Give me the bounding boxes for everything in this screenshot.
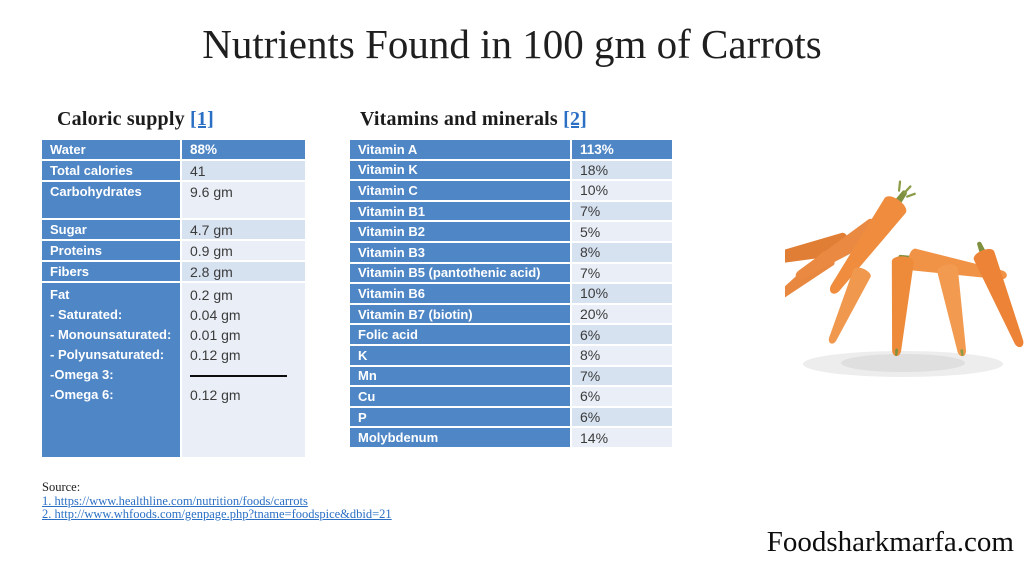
row-label: Vitamin B7 (biotin) [350,304,570,324]
table-row: Molybdenum 14% [350,428,672,447]
row-label: Folic acid [350,325,570,344]
table-row: K 8% [350,345,672,365]
table-row: Fibers 2.8 gm [42,262,305,281]
omega3-divider-line [190,375,287,377]
carrots-photo [755,165,1024,405]
row-label: Sugar [42,220,180,239]
row-value: 4.7 gm [182,220,305,239]
row-label: Mn [350,366,570,386]
table-row: Vitamin B2 5% [350,222,672,241]
row-value: 9.6 gm [182,182,305,218]
row-value: 6% [572,325,672,344]
row-value: 7% [572,366,672,386]
row-label: Total calories [42,161,180,180]
table-row: Vitamin B7 (biotin) 20% [350,304,672,324]
table-row: Mn 7% [350,366,672,386]
fat-value-line: 0.2 gm [190,287,233,303]
table-row: Total calories 41 [42,161,305,180]
fat-value-line: 0.12 gm [190,347,241,363]
table-row: Vitamin B3 8% [350,242,672,262]
row-label: Vitamin A [350,140,570,159]
table-row: Vitamin C 10% [350,181,672,200]
vitamins-minerals-heading-text: Vitamins and minerals [360,108,558,130]
vitamins-minerals-heading: Vitamins and minerals [2] [360,108,672,131]
vitamins-minerals-section: Vitamins and minerals [2] Vitamin A 113% V… [350,108,672,447]
row-label: Water [42,140,180,159]
caloric-supply-section: Caloric supply [1] Water 88% Total calorie… [42,108,305,457]
fat-label-line: - Polyunsaturated: [50,347,165,362]
vitamins-source-link-2[interactable]: [2] [563,108,588,130]
source-block: Source: 1. https://www.healthline.com/nu… [42,480,392,522]
table-row: Carbohydrates 9.6 gm [42,182,305,218]
fat-label-line: -Omega 6: [50,387,114,402]
row-value: 8% [572,345,672,365]
row-value: 2.8 gm [182,262,305,281]
fat-values: 0.2 gm 0.04 gm 0.01 gm 0.12 gm 0.12 gm [182,283,305,457]
row-value: 6% [572,407,672,427]
table-row: Vitamin B5 (pantothenic acid) 7% [350,263,672,283]
brand-watermark: Foodsharkmarfa.com [766,526,1014,558]
table-row: Proteins 0.9 gm [42,241,305,260]
row-label: Vitamin B3 [350,242,570,262]
fat-label-line: -Omega 3: [50,367,114,382]
fat-labels: Fat - Saturated: - Monounsaturated: - Polyu… [42,283,180,457]
table-row: Folic acid 6% [350,325,672,344]
caloric-supply-heading-text: Caloric supply [57,108,185,130]
row-label: Carbohydrates [42,182,180,218]
row-label: Fibers [42,262,180,281]
source-link-healthline[interactable]: 1. https://www.healthline.com/nutrition/… [42,493,308,508]
fat-label-line: - Monounsaturated: [50,327,172,342]
table-row: Sugar 4.7 gm [42,220,305,239]
row-label: Vitamin B6 [350,284,570,303]
vitamins-minerals-table: Vitamin A 113% Vitamin K 18% Vitamin C 10% Vit… [350,140,672,447]
table-row: Vitamin A 113% [350,140,672,159]
row-label: Proteins [42,241,180,260]
row-value: 10% [572,181,672,200]
table-row: Water 88% [42,140,305,159]
row-label: Cu [350,387,570,406]
row-value: 0.9 gm [182,241,305,260]
row-label: Vitamin B5 (pantothenic acid) [350,263,570,283]
row-value: 7% [572,201,672,221]
table-row: Cu 6% [350,387,672,406]
row-label: Vitamin B1 [350,201,570,221]
row-value: 14% [572,428,672,447]
row-label: K [350,345,570,365]
row-value: 7% [572,263,672,283]
row-value: 88% [182,140,305,159]
caloric-source-link-1[interactable]: [1] [190,108,214,130]
row-value: 113% [572,140,672,159]
row-label: Vitamin B2 [350,222,570,241]
table-row: Vitamin K 18% [350,160,672,180]
row-value: 41 [182,161,305,180]
page-title: Nutrients Found in 100 gm of Carrots [202,21,822,67]
row-value: 6% [572,387,672,406]
fat-label-line: Fat [50,287,70,302]
caloric-supply-table: Water 88% Total calories 41 Carbohydrates 9.6… [42,140,305,457]
row-value: 18% [572,160,672,180]
carrots-illustration [755,180,1024,377]
fat-value-line: 0.01 gm [190,327,241,343]
fat-value-line: 0.04 gm [190,307,241,323]
caloric-supply-heading: Caloric supply [1] [57,108,305,131]
source-link-whfoods[interactable]: 2. http://www.whfoods.com/genpage.php?tn… [42,507,392,521]
table-row: Vitamin B6 10% [350,284,672,303]
row-label: P [350,407,570,427]
row-label: Molybdenum [350,428,570,447]
fat-value-line: 0.12 gm [190,387,241,403]
table-row-fat: Fat - Saturated: - Monounsaturated: - Polyu… [42,283,305,457]
row-value: 20% [572,304,672,324]
fat-label-line: - Saturated: [50,307,123,322]
table-row: Vitamin B1 7% [350,201,672,221]
row-label: Vitamin C [350,181,570,200]
row-value: 10% [572,284,672,303]
table-row: P 6% [350,407,672,427]
row-value: 5% [572,222,672,241]
source-label: Source: [42,480,81,494]
row-label: Vitamin K [350,160,570,180]
row-value: 8% [572,242,672,262]
